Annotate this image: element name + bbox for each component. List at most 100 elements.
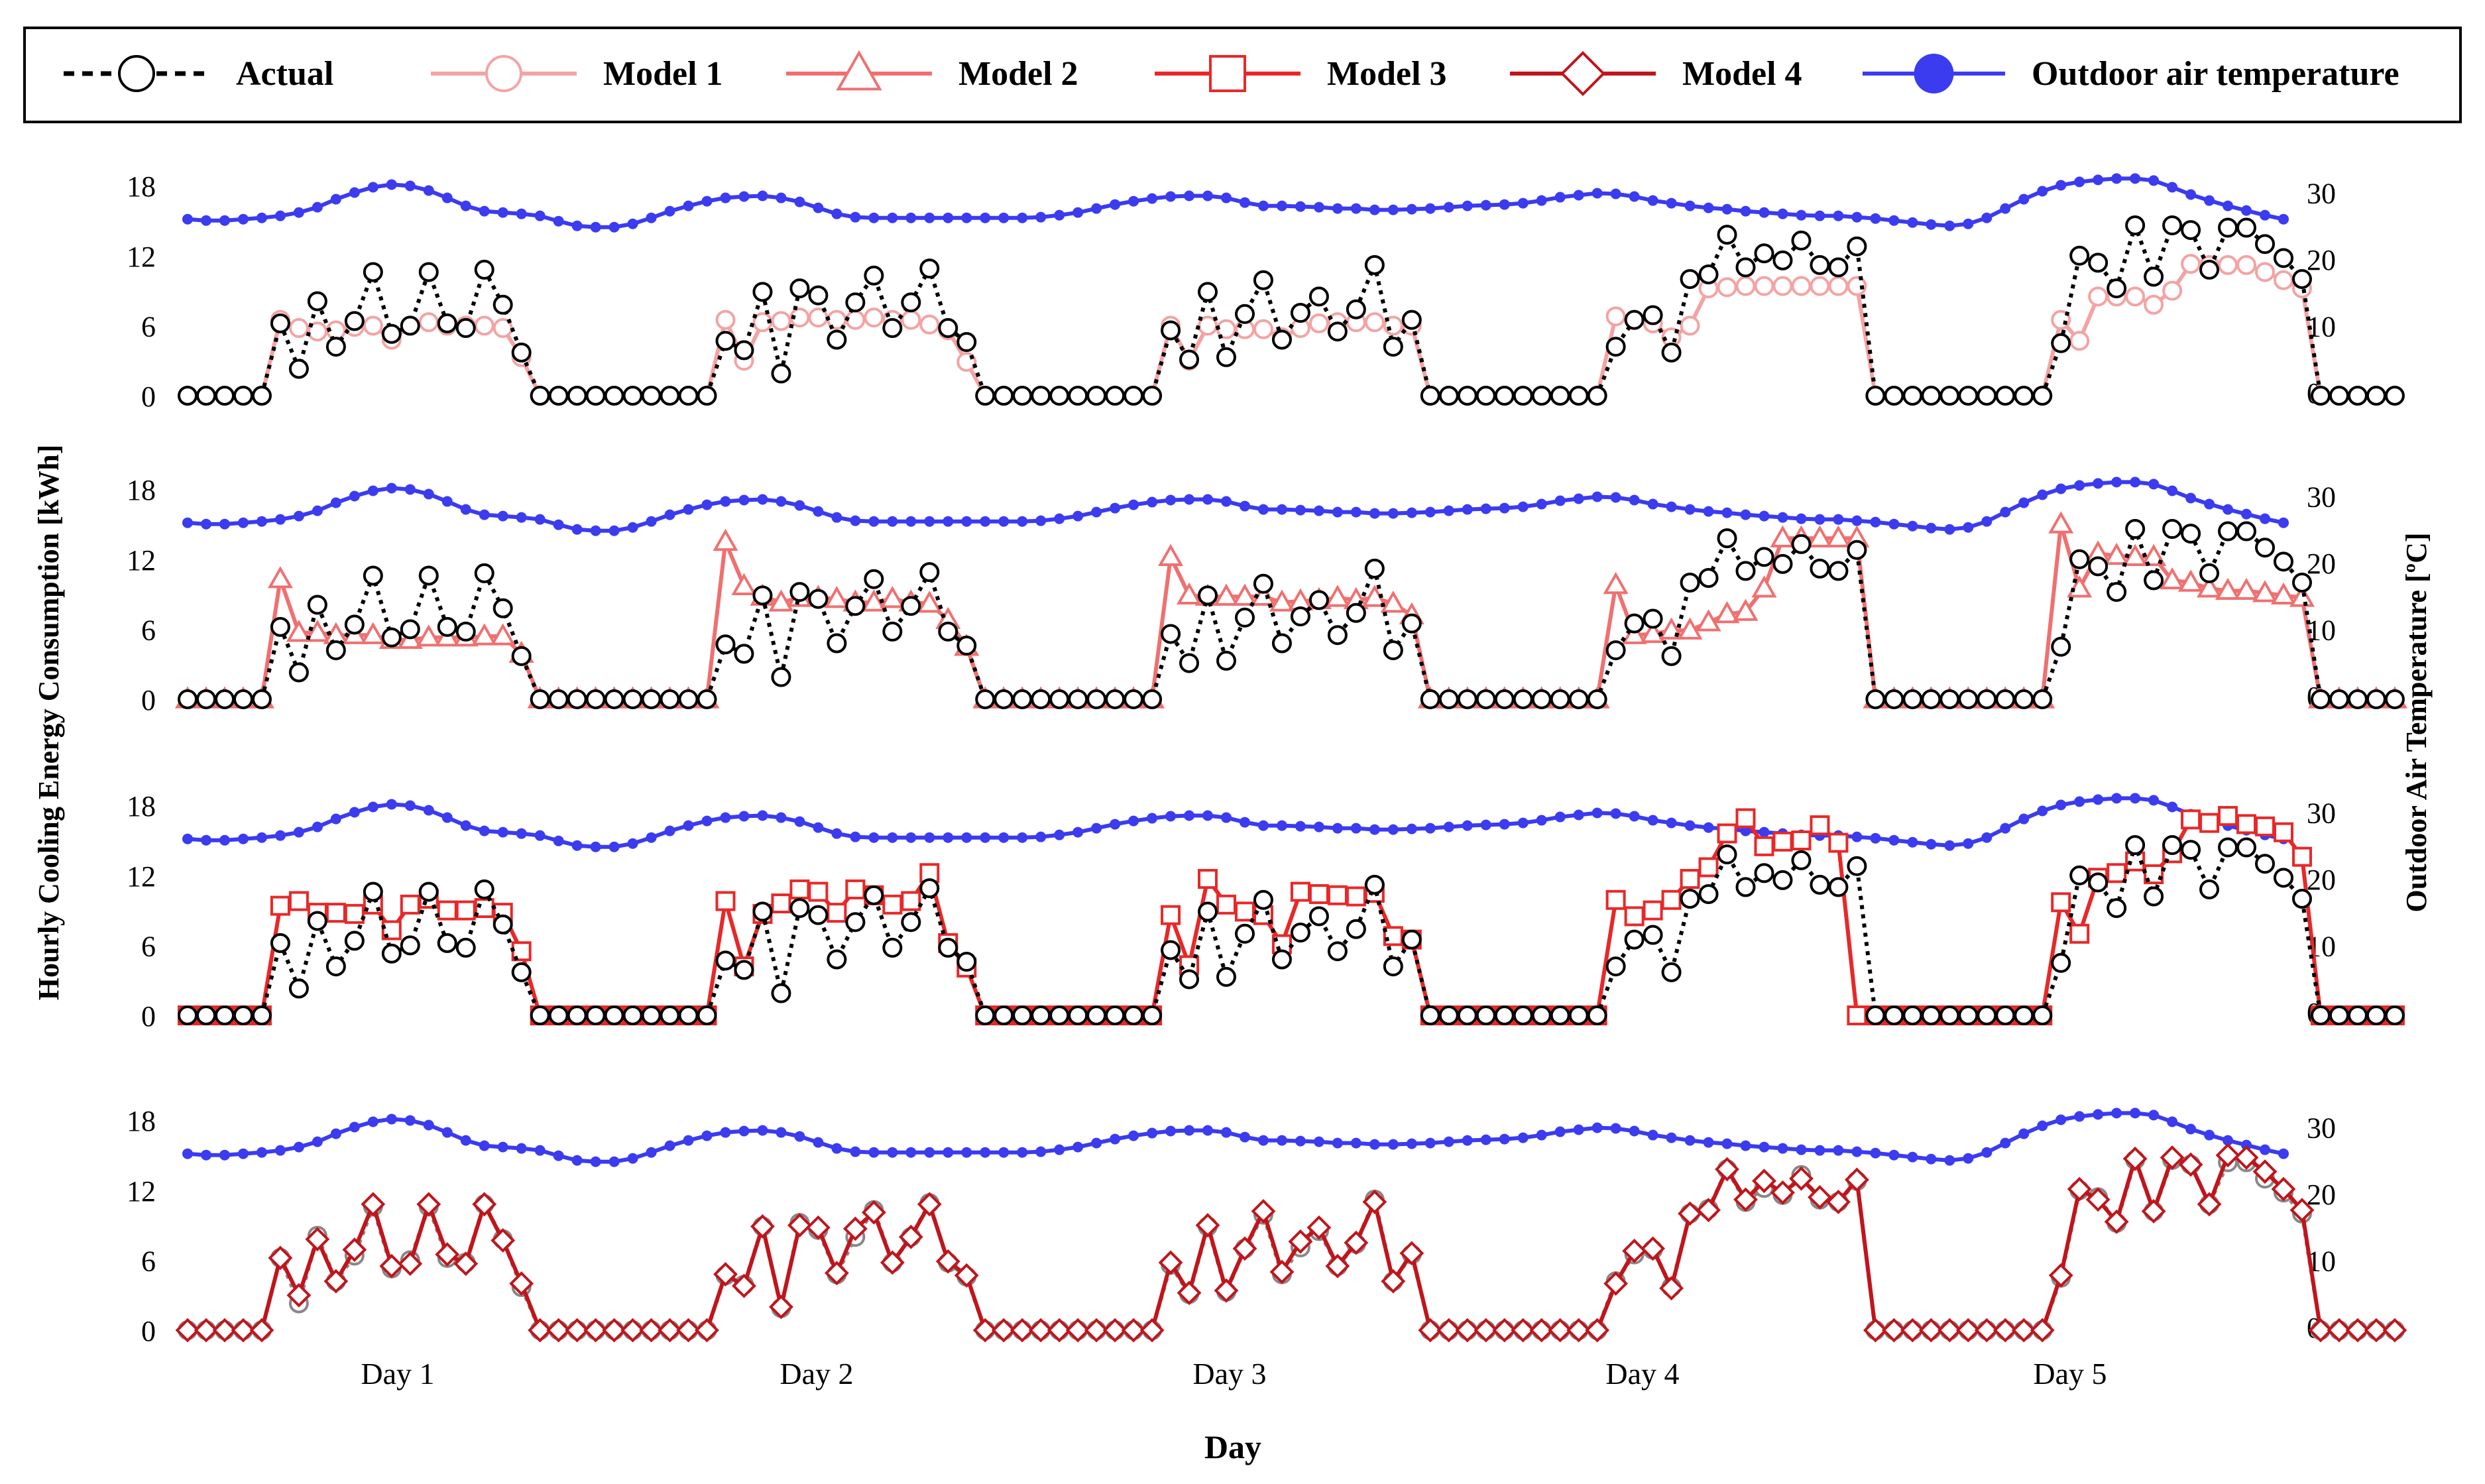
data-point-actual [1012, 386, 1033, 406]
temperature-point [1017, 516, 1028, 527]
data-point-actual [2274, 868, 2293, 888]
data-point-actual [1735, 877, 1756, 897]
temperature-point [2167, 801, 2178, 813]
temperature-point [386, 483, 397, 494]
data-point-actual [938, 317, 958, 338]
data-point-model-4 [620, 1318, 646, 1343]
temperature-point [646, 1147, 657, 1158]
temperature-point [2185, 1123, 2197, 1135]
data-point-actual [2274, 248, 2293, 268]
temperature-point [1332, 823, 1343, 834]
data-point-model-4 [972, 1318, 998, 1343]
data-point-actual [734, 340, 754, 361]
x-tick-label-day-1: Day 1 [361, 1357, 434, 1391]
temperature-point [1721, 1138, 1733, 1149]
temperature-point [776, 812, 787, 823]
data-point-model-2 [1677, 617, 1703, 640]
data-point-actual [511, 646, 532, 666]
data-point-model-1 [901, 310, 921, 330]
temperature-point [497, 1141, 508, 1153]
data-point-model-4 [842, 1216, 868, 1241]
temperature-point [1740, 1140, 1751, 1151]
data-point-actual [1810, 558, 1830, 579]
temperature-point [2093, 174, 2104, 186]
temperature-point [2148, 175, 2160, 186]
temperature-point [200, 215, 211, 226]
temperature-point [924, 832, 935, 843]
temperature-point [1128, 196, 1139, 207]
data-point-actual [2032, 386, 2053, 406]
data-point-actual [233, 386, 253, 406]
temperature-point [349, 490, 360, 502]
data-point-actual [1939, 1005, 1960, 1025]
temperature-point [943, 832, 954, 843]
data-point-actual [1216, 650, 1237, 671]
data-point-actual [1420, 386, 1440, 406]
data-point-actual [1198, 585, 1218, 606]
temperature-point [1851, 211, 1863, 223]
data-point-actual [771, 363, 791, 384]
data-point-actual [734, 644, 754, 664]
data-point-model-4 [546, 1318, 571, 1343]
data-point-actual [2069, 865, 2090, 885]
data-point-actual [2255, 234, 2276, 255]
temperature-point [2148, 1110, 2160, 1121]
temperature-point [1554, 495, 1566, 506]
temperature-point [590, 841, 601, 852]
temperature-point [2074, 480, 2085, 491]
data-point-model-3 [1828, 832, 1849, 853]
data-point-actual [233, 689, 253, 709]
data-point-model-2 [1603, 571, 1629, 595]
data-point-model-3 [2181, 809, 2201, 830]
temperature-point [664, 1140, 675, 1151]
data-point-actual [1587, 689, 1607, 709]
temperature-point [2074, 796, 2085, 807]
temperature-point [1424, 823, 1436, 834]
temperature-point [683, 1135, 694, 1146]
temperature-point [887, 212, 898, 223]
temperature-point [1424, 506, 1436, 518]
panel-2: 0612180102030 [127, 474, 2407, 716]
data-point-actual [994, 689, 1014, 709]
data-point-actual [2218, 521, 2238, 542]
data-point-actual [771, 667, 791, 687]
data-point-actual [474, 563, 494, 583]
data-point-actual [2329, 1005, 2349, 1025]
data-point-actual [567, 689, 587, 709]
data-point-model-4 [695, 1318, 719, 1343]
chart-panels: 0612180102030061218010203006121801020300… [127, 170, 2407, 1347]
data-point-actual [2218, 217, 2238, 238]
data-point-model-2 [2233, 577, 2260, 600]
temperature-point [980, 516, 991, 527]
data-point-actual [697, 1005, 717, 1025]
temperature-point [924, 1147, 935, 1158]
temperature-point [349, 807, 360, 818]
data-point-actual [1680, 889, 1700, 909]
data-point-actual [1253, 573, 1273, 594]
panel-3: 0612180102030 [127, 790, 2405, 1033]
data-point-model-4 [361, 1192, 386, 1217]
data-point-actual [2291, 573, 2312, 593]
y-tick-label: 12 [127, 544, 156, 577]
data-point-model-4 [1047, 1318, 1072, 1343]
temperature-point [1184, 494, 1195, 505]
temperature-point [1091, 203, 1102, 214]
temperature-point [1888, 215, 1900, 226]
data-point-model-2 [1640, 620, 1666, 644]
data-point-model-4 [1937, 1318, 1962, 1343]
data-point-model-3 [1810, 815, 1830, 836]
temperature-point [2260, 1144, 2271, 1155]
temperature-point [479, 205, 490, 217]
data-point-actual [641, 1005, 662, 1025]
legend-marker-model-3 [1209, 55, 1246, 92]
temperature-point [1295, 201, 1306, 212]
data-point-actual [1346, 919, 1366, 939]
temperature-point [1387, 1139, 1399, 1150]
temperature-point [1926, 1153, 1937, 1165]
data-point-actual [994, 386, 1014, 406]
data-point-model-1 [2144, 294, 2164, 315]
temperature-point [1833, 514, 1844, 525]
temperature-point [1926, 219, 1937, 230]
data-point-actual [270, 933, 290, 953]
data-point-actual [400, 619, 420, 640]
